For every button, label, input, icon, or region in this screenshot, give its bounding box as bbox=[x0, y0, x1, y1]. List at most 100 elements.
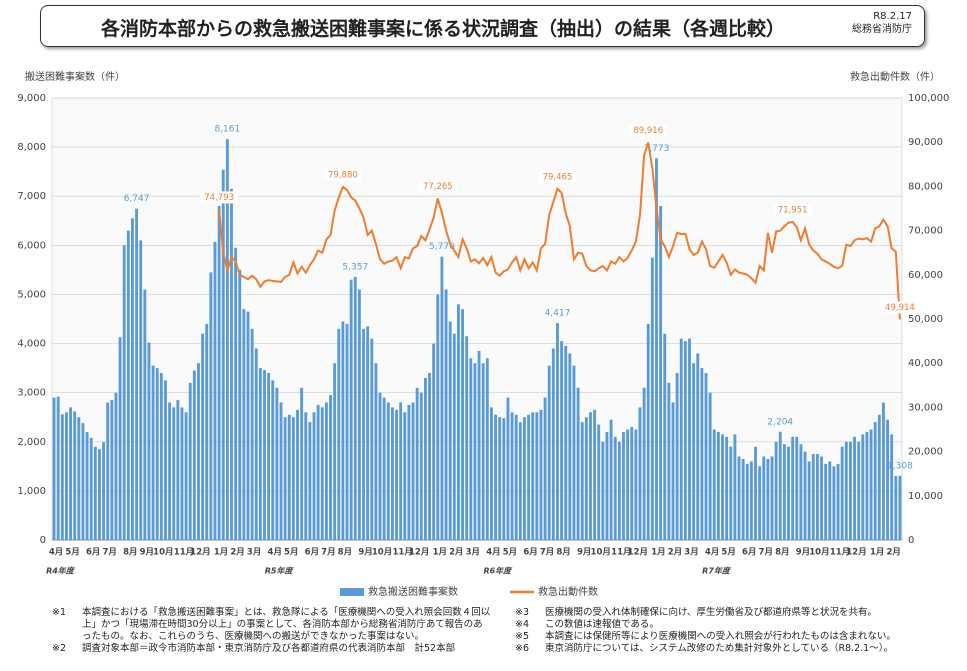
bar bbox=[197, 363, 200, 540]
x-tick-label: 7月 bbox=[540, 548, 554, 558]
bar bbox=[745, 463, 749, 540]
bar bbox=[725, 436, 729, 540]
bar bbox=[461, 309, 465, 540]
x-tick-label: 2月 bbox=[230, 548, 244, 558]
bar bbox=[506, 397, 510, 540]
yticks-label: 2,000 bbox=[17, 437, 46, 448]
bar bbox=[98, 449, 101, 540]
bar bbox=[770, 456, 774, 540]
bar bbox=[341, 321, 345, 540]
x-tick-label: 4月 bbox=[705, 548, 719, 558]
x-tick-label: 11月 bbox=[611, 548, 631, 558]
bar bbox=[337, 328, 341, 540]
bar bbox=[815, 454, 819, 540]
bar bbox=[329, 395, 332, 540]
line-label: 89,916 bbox=[633, 126, 663, 136]
bar bbox=[877, 414, 881, 540]
label-box bbox=[418, 180, 457, 193]
legend-swatch bbox=[340, 588, 364, 596]
bar bbox=[440, 256, 444, 540]
bar bbox=[411, 402, 415, 540]
bar bbox=[56, 396, 60, 540]
label-box bbox=[629, 124, 668, 137]
x-tick-label: 12月 bbox=[409, 548, 429, 558]
bar bbox=[291, 417, 295, 540]
bar bbox=[155, 368, 159, 540]
bar bbox=[246, 311, 250, 540]
bar bbox=[213, 241, 217, 540]
x-tick-label: 2月 bbox=[886, 548, 900, 558]
bar bbox=[787, 446, 790, 540]
bar bbox=[386, 402, 390, 540]
bar bbox=[869, 429, 873, 540]
bar bbox=[122, 245, 126, 541]
note-mark: ※6 bbox=[515, 643, 530, 654]
bar bbox=[675, 373, 679, 540]
bar bbox=[300, 387, 304, 540]
bar bbox=[766, 458, 770, 540]
bar bbox=[469, 358, 473, 540]
bar bbox=[217, 206, 221, 541]
notes-left: ※1 本調査における「救急搬送困難事案」とは、救急隊による「医療機関への受入れ照会… bbox=[52, 607, 492, 655]
y2ticks-label: 100,000 bbox=[908, 93, 949, 104]
bar bbox=[267, 373, 271, 540]
y2ticks-label: 40,000 bbox=[908, 358, 943, 369]
bar bbox=[556, 323, 559, 540]
bar bbox=[399, 402, 403, 540]
bar bbox=[456, 304, 460, 540]
bar bbox=[77, 417, 81, 540]
yticks-label: 6,000 bbox=[17, 240, 46, 251]
bar bbox=[271, 380, 275, 540]
bar bbox=[333, 363, 337, 540]
x-tick-label: 7月 bbox=[321, 548, 335, 558]
bar bbox=[114, 392, 118, 540]
note-text: 本調査には保健所等により医療機関への受入れ照会が行われたものは含まれない。 bbox=[545, 631, 896, 642]
legend-label: 救急出動件数 bbox=[538, 585, 598, 598]
label-box bbox=[323, 168, 362, 181]
bar bbox=[716, 431, 720, 540]
bar bbox=[374, 363, 378, 540]
bar bbox=[754, 446, 757, 540]
bar bbox=[102, 442, 106, 540]
bar bbox=[502, 418, 506, 540]
bar bbox=[209, 272, 213, 540]
date-block: R8.2.17 総務省消防庁 bbox=[852, 10, 912, 36]
note-text: この数値は速報値である。 bbox=[545, 619, 659, 630]
x-tick-label: 2月 bbox=[668, 548, 682, 558]
bar bbox=[353, 276, 357, 540]
bar bbox=[547, 365, 551, 540]
date: R8.2.17 bbox=[873, 11, 912, 22]
bar bbox=[304, 412, 308, 540]
bar bbox=[638, 407, 642, 540]
bar bbox=[601, 441, 605, 540]
note-text: 東京消防庁については、システム改修のため集計対象外としている（R8.2.1～）。 bbox=[545, 643, 893, 654]
x-tick-label: 10月 bbox=[153, 548, 173, 558]
bar bbox=[655, 158, 658, 540]
x-tick-label: 9月 bbox=[577, 548, 591, 558]
bar bbox=[778, 431, 782, 540]
bar bbox=[803, 451, 807, 540]
bar bbox=[110, 400, 114, 540]
chart: 搬送困難事案数（件） 救急出動件数（件） 0 1,000 2,000 3,000 4,0… bbox=[17, 70, 949, 598]
label-box bbox=[200, 191, 239, 204]
bar bbox=[617, 441, 621, 540]
bar bbox=[106, 402, 110, 540]
bar bbox=[242, 309, 246, 540]
bar bbox=[324, 402, 328, 540]
bar bbox=[642, 387, 646, 540]
bar bbox=[700, 368, 704, 540]
note-mark: ※2 bbox=[52, 643, 67, 654]
bar bbox=[390, 407, 394, 540]
bar bbox=[712, 429, 716, 540]
line-label: 49,914 bbox=[885, 303, 915, 313]
bar bbox=[230, 188, 233, 540]
y2ticks-label: 20,000 bbox=[908, 447, 943, 458]
bar bbox=[865, 431, 869, 540]
bar bbox=[362, 328, 365, 540]
bar bbox=[630, 427, 634, 540]
y2ticks-label: 50,000 bbox=[908, 314, 943, 325]
x-tick-label: 1月 bbox=[433, 548, 447, 558]
bar bbox=[650, 257, 654, 540]
yticks-label: 8,000 bbox=[17, 142, 46, 153]
x-tick-label: 10月 bbox=[809, 548, 829, 558]
